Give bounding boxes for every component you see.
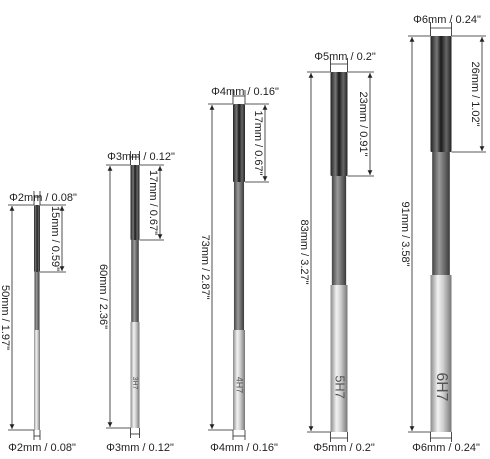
flutes: [130, 165, 140, 240]
neck: [432, 152, 450, 275]
shank-marking: 6H7: [433, 373, 450, 402]
bottom-diameter-label: Φ5mm / 0.2": [313, 442, 375, 454]
neck: [34, 272, 40, 330]
flute-length-label: 15mm / 0.59": [49, 206, 61, 271]
neck: [233, 182, 245, 330]
bottom-diameter-label: Φ4mm / 0.16": [210, 442, 278, 454]
top-diameter-label: Φ5mm / 0.2": [314, 51, 376, 63]
flutes: [233, 104, 245, 182]
bottom-diameter-label: Φ3mm / 0.12": [106, 442, 174, 454]
top-diameter-label: Φ4mm / 0.16": [211, 86, 279, 98]
flutes: [430, 36, 452, 152]
top-diameter-label: Φ2mm / 0.08": [9, 192, 77, 204]
total-length-label: 73mm / 2.87": [199, 234, 211, 299]
shank: [130, 322, 140, 428]
flutes: [330, 72, 348, 176]
shank: [330, 285, 348, 432]
total-length-label: 83mm / 3.27": [298, 219, 310, 284]
total-length-label: 60mm / 2.36": [97, 264, 109, 329]
bottom-diameter-label: Φ2mm / 0.08": [8, 442, 76, 454]
flute-length-label: 17mm / 0.67": [252, 110, 264, 175]
shank-marking: 5H7: [333, 375, 348, 398]
top-diameter-label: Φ6mm / 0.24": [413, 14, 481, 26]
total-length-label: 50mm / 1.97": [0, 285, 11, 350]
flute-length-label: 17mm / 0.67": [147, 170, 159, 235]
shank-marking: 3H7: [131, 377, 138, 390]
shank: [233, 330, 245, 430]
bottom-diameter-label: Φ6mm / 0.24": [412, 442, 480, 454]
shank: [34, 330, 40, 430]
shank-marking: 4H7: [235, 377, 245, 394]
flute-length-label: 26mm / 1.02": [469, 61, 481, 126]
total-length-label: 91mm / 3.58": [399, 201, 411, 266]
shank: [430, 275, 452, 432]
flute-length-label: 23mm / 0.91": [357, 91, 369, 156]
neck: [331, 176, 347, 285]
flutes: [34, 205, 40, 272]
top-diameter-label: Φ3mm / 0.12": [107, 151, 175, 163]
neck: [131, 240, 139, 322]
